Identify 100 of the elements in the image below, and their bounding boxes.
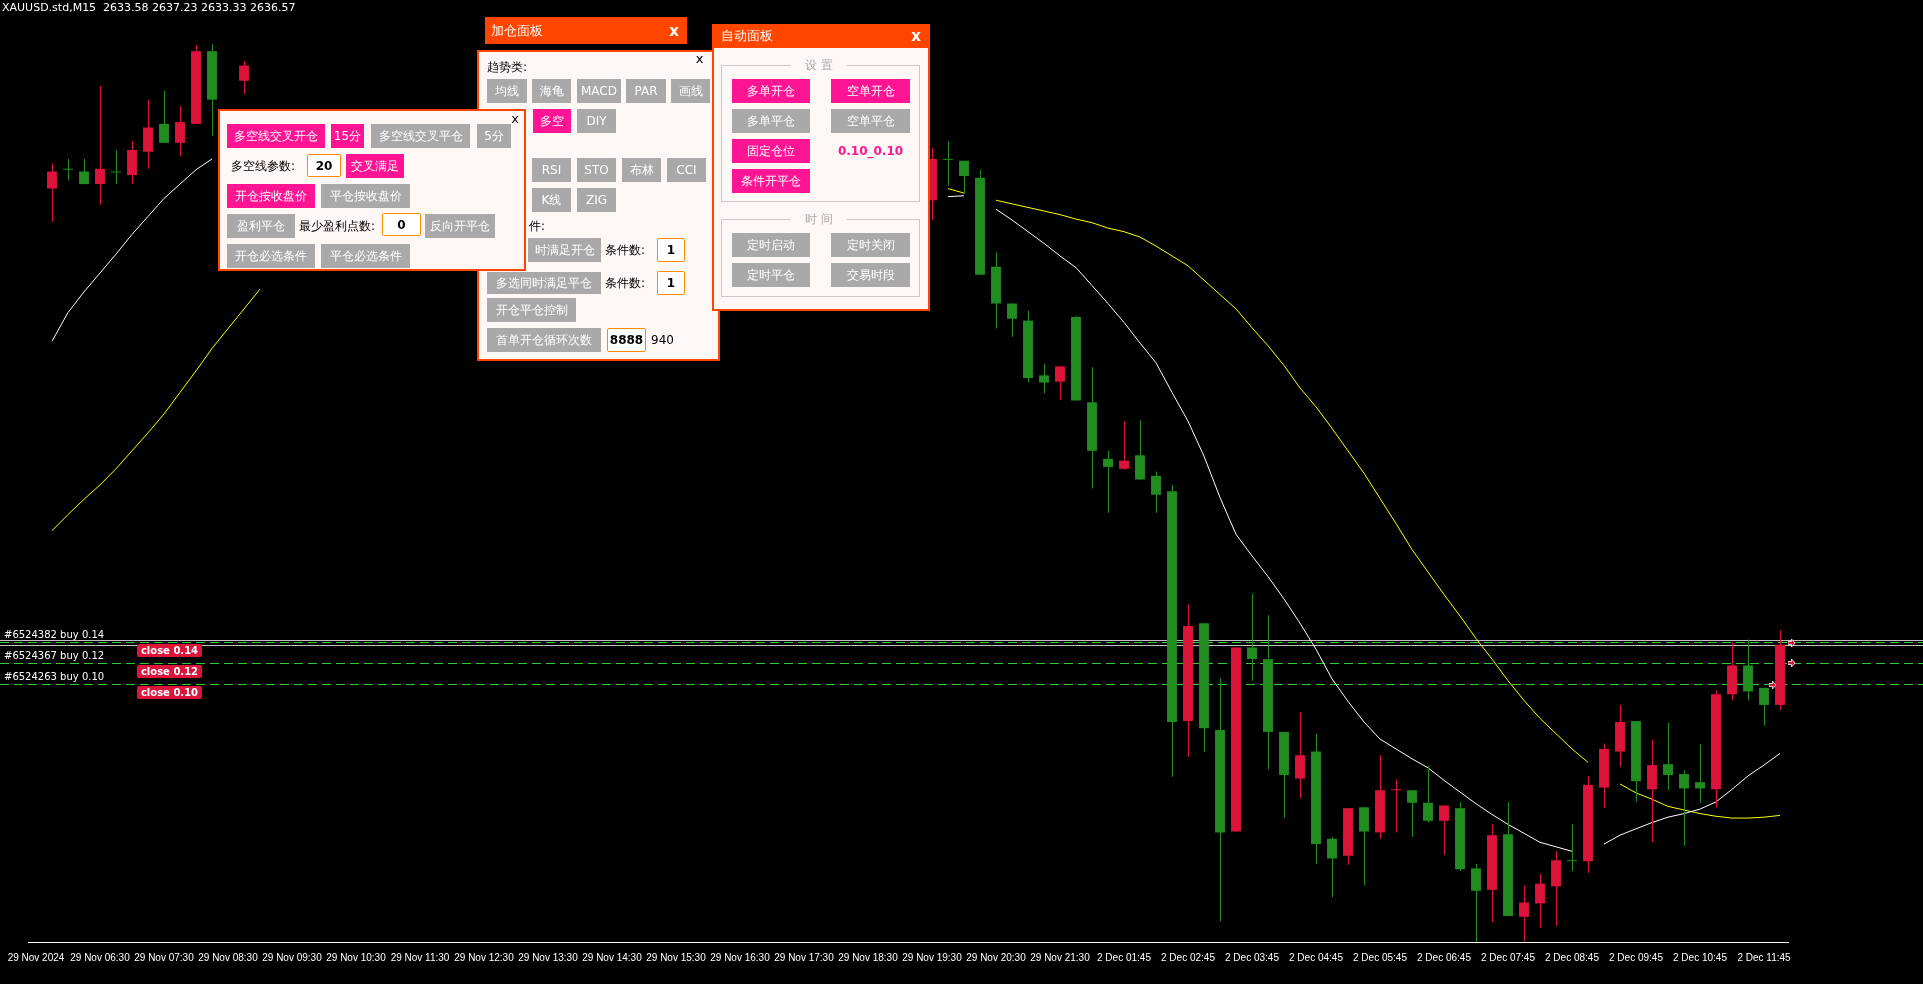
annotation: 定时关闭 [831, 233, 910, 257]
x-tick-label: 29 Nov 10:30 [326, 951, 387, 963]
annotation: 首单开仓循环次数 [487, 328, 601, 352]
annotation: 0 [382, 213, 421, 236]
annotation: 8888 [607, 328, 646, 352]
candlestick [1759, 687, 1769, 727]
annotation: 条件数: [605, 274, 647, 292]
ref-line-label: #6524263 buy 0.10 [4, 671, 105, 683]
x-tick-label: 2 Dec 10:45 [1673, 951, 1728, 963]
annotation: x [910, 26, 922, 47]
candlestick [975, 169, 985, 276]
candlestick [47, 162, 57, 223]
annotation: 最少盈利点数: [299, 217, 377, 235]
annotation: 海龟 [532, 79, 571, 103]
annotation: 交易时段 [831, 263, 910, 287]
annotation: 多空线交叉开仓 [227, 124, 325, 148]
x-tick-label: 29 Nov 13:30 [518, 951, 579, 963]
x-tick-label: 2 Dec 03:45 [1225, 951, 1280, 963]
candlestick [1151, 470, 1161, 514]
candlestick [1471, 863, 1481, 943]
candlestick [1087, 366, 1097, 490]
candlestick [1023, 310, 1033, 384]
annotation: 多空 [533, 109, 571, 133]
candlestick [1631, 720, 1641, 803]
x-tick-label: 2 Dec 01:45 [1097, 951, 1152, 963]
annotation: 定时启动 [732, 233, 810, 257]
candlestick [1455, 801, 1465, 872]
candlestick [1743, 638, 1753, 701]
candlestick [1343, 807, 1353, 866]
annotation: 条件数: [605, 241, 647, 259]
x-tick-label: 29 Nov 21:30 [1030, 951, 1091, 963]
candlestick [1503, 801, 1513, 917]
x-tick-label: 29 Nov 12:30 [454, 951, 515, 963]
candlestick [1263, 614, 1273, 771]
annotation: 940 [651, 332, 675, 349]
annotation: 固定仓位 [732, 139, 810, 163]
candlestick [191, 44, 201, 125]
candlestick [1583, 775, 1593, 874]
candlestick [1487, 823, 1497, 923]
annotation: MACD [577, 79, 621, 103]
x-tick-label: 29 Nov 14:30 [582, 951, 643, 963]
x-tick-label: 2 Dec 07:45 [1481, 951, 1536, 963]
annotation: 平仓必选条件 [321, 244, 410, 268]
candlestick [1183, 603, 1193, 758]
x-tick-label: 2 Dec 05:45 [1353, 951, 1408, 963]
annotation: 开仓平仓控制 [487, 298, 576, 322]
x-tick-label: 2 Dec 09:45 [1609, 951, 1664, 963]
annotation: 定时平仓 [732, 263, 810, 287]
annotation: close 0.12 [137, 665, 202, 678]
ref-line-label: #6524382 buy 0.14 [4, 629, 105, 641]
annotation: 反向开平仓 [425, 214, 495, 238]
x-tick-label: 29 Nov 15:30 [646, 951, 707, 963]
candlestick [943, 140, 953, 187]
annotation: 布林 [622, 158, 661, 182]
annotation: PAR [626, 79, 666, 103]
x-tick-label: 29 Nov 19:30 [902, 951, 963, 963]
candlestick [1663, 722, 1673, 791]
annotation: 开仓按收盘价 [227, 184, 315, 208]
ref-line-label: #6524367 buy 0.12 [4, 650, 105, 662]
annotation: ZIG [577, 188, 616, 212]
candlestick [63, 158, 73, 181]
x-tick-label: 2 Dec 06:45 [1417, 951, 1472, 963]
annotation: 趋势类: [487, 58, 529, 76]
candlestick [1423, 765, 1433, 824]
candlestick [1567, 823, 1577, 872]
candlestick [1135, 419, 1145, 481]
candlestick [1103, 450, 1113, 514]
candlestick [127, 140, 137, 185]
annotation: 设 置 [791, 57, 847, 72]
annotation: 画线 [671, 79, 710, 103]
annotation: STO [577, 158, 616, 182]
annotation: 多空线参数: [231, 157, 297, 175]
annotation: 5分 [477, 124, 511, 148]
x-tick-label: 29 Nov 08:30 [198, 951, 259, 963]
annotation: 件: [529, 217, 547, 235]
candlestick [1711, 690, 1721, 808]
candlestick [1551, 850, 1561, 927]
candlestick [1039, 363, 1049, 394]
x-tick-label: 29 Nov 11:30 [390, 951, 450, 963]
annotation: 1 [657, 238, 685, 262]
candlestick [1647, 739, 1657, 843]
text: 自动面板 [721, 27, 774, 45]
x-tick-label: 29 Nov 2024 [7, 951, 65, 963]
candlestick [1295, 711, 1305, 799]
candlestick [1359, 806, 1369, 886]
x-tick-label: 29 Nov 16:30 [710, 951, 771, 963]
annotation: RSI [532, 158, 571, 182]
candlestick [1231, 646, 1241, 833]
candlestick [1279, 731, 1289, 819]
candlestick [1311, 733, 1321, 865]
x-tick-label: 29 Nov 18:30 [838, 951, 899, 963]
annotation: 0.10_0.10 [836, 143, 905, 161]
candlestick [207, 43, 217, 137]
annotation: close 0.10 [137, 686, 202, 699]
chart-title: XAUUSD.std,M15 2633.58 2637.23 2633.33 2636.57 [2, 1, 296, 14]
annotation: 15分 [331, 124, 364, 148]
candlestick [159, 90, 169, 144]
annotation: 1 [657, 271, 685, 295]
candlestick [991, 251, 1001, 330]
candlestick [1055, 365, 1065, 401]
